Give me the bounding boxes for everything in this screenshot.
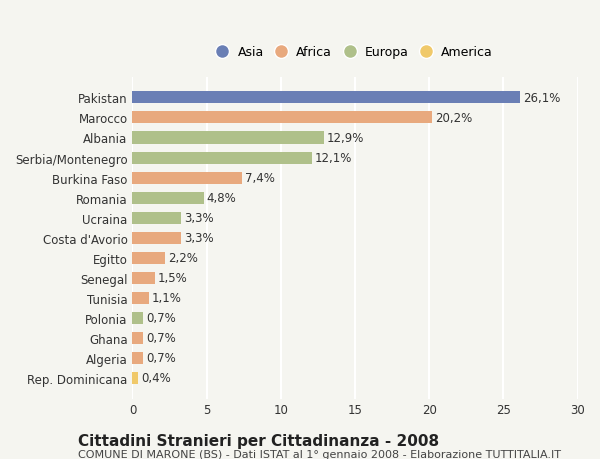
Text: 1,5%: 1,5% [158,272,187,285]
Text: 1,1%: 1,1% [152,291,182,305]
Text: COMUNE DI MARONE (BS) - Dati ISTAT al 1° gennaio 2008 - Elaborazione TUTTITALIA.: COMUNE DI MARONE (BS) - Dati ISTAT al 1°… [78,449,561,459]
Text: 0,7%: 0,7% [146,352,176,364]
Bar [133,92,520,104]
Bar [133,332,143,344]
Text: 12,9%: 12,9% [327,132,364,145]
Bar [133,352,143,364]
Bar [133,112,432,124]
Bar [133,232,181,244]
Bar [133,292,149,304]
Bar [133,252,165,264]
Text: 4,8%: 4,8% [206,192,236,205]
Text: 20,2%: 20,2% [435,112,472,125]
Bar [133,212,181,224]
Text: 0,7%: 0,7% [146,312,176,325]
Text: 12,1%: 12,1% [315,152,352,165]
Text: 0,4%: 0,4% [142,372,171,385]
Text: 3,3%: 3,3% [184,232,214,245]
Bar [133,152,312,164]
Text: 26,1%: 26,1% [523,92,560,105]
Bar [133,172,242,184]
Bar [133,312,143,324]
Bar [133,272,155,284]
Legend: Asia, Africa, Europa, America: Asia, Africa, Europa, America [214,42,496,62]
Bar [133,132,324,144]
Bar [133,192,204,204]
Text: 2,2%: 2,2% [168,252,198,265]
Text: 7,4%: 7,4% [245,172,275,185]
Text: 3,3%: 3,3% [184,212,214,224]
Text: Cittadini Stranieri per Cittadinanza - 2008: Cittadini Stranieri per Cittadinanza - 2… [78,433,439,448]
Bar [133,372,139,384]
Text: 0,7%: 0,7% [146,331,176,345]
